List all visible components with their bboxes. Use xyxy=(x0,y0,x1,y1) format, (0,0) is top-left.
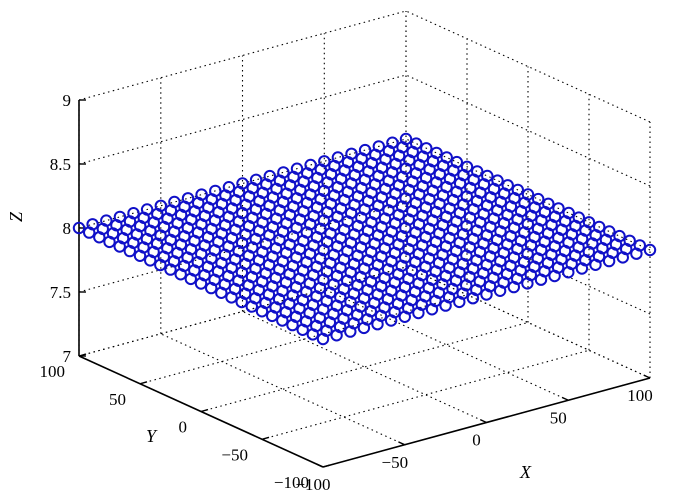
z-tick-label: 8.5 xyxy=(50,155,71,174)
data-point xyxy=(616,251,629,264)
data-point xyxy=(215,286,228,299)
x-tick-mark xyxy=(643,374,651,379)
data-point xyxy=(357,321,371,335)
z-tick-label: 7 xyxy=(63,347,72,366)
data-point xyxy=(205,281,218,295)
y-tick-label: 0 xyxy=(179,418,188,437)
floor-grid-y xyxy=(261,349,590,440)
data-point xyxy=(384,314,398,327)
data-point xyxy=(123,244,137,258)
data-point xyxy=(371,318,384,331)
x-tick-label: −50 xyxy=(382,453,409,472)
z-tick-label: 7.5 xyxy=(50,283,71,302)
data-point xyxy=(154,258,167,272)
data-point xyxy=(164,263,177,276)
y-tick-mark xyxy=(261,436,270,440)
z-axis-label: Z xyxy=(6,211,26,222)
data-point xyxy=(521,277,534,290)
z-tick-label: 9 xyxy=(63,91,72,110)
data-point xyxy=(174,268,187,281)
data-points xyxy=(72,132,657,346)
data-point xyxy=(93,231,106,244)
axes xyxy=(78,99,651,468)
data-point xyxy=(425,303,439,316)
data-point xyxy=(398,310,411,323)
y-tick-mark xyxy=(139,381,148,385)
data-point xyxy=(344,325,357,338)
x-tick-mark xyxy=(398,441,406,446)
data-point xyxy=(194,277,208,290)
floor-grid-x xyxy=(242,310,487,424)
data-point xyxy=(144,254,157,267)
x-tick-label: 100 xyxy=(627,386,653,405)
data-point xyxy=(306,328,319,341)
data-point xyxy=(548,269,561,283)
data-point xyxy=(589,258,602,271)
data-point xyxy=(83,226,96,239)
data-point xyxy=(266,309,279,323)
x-tick-mark xyxy=(479,418,487,424)
data-point xyxy=(184,272,198,286)
data-point xyxy=(466,292,480,305)
floor-grid-x xyxy=(160,333,406,446)
data-point xyxy=(103,235,116,249)
data-point xyxy=(330,329,343,342)
back-wall-grid-z xyxy=(78,202,407,293)
floor-grid-y xyxy=(200,321,529,413)
data-point xyxy=(412,306,425,320)
y-tick-mark xyxy=(200,408,209,413)
y-axis-label: Y xyxy=(146,426,158,446)
data-point xyxy=(562,266,575,279)
back-wall-grid-z xyxy=(78,138,407,229)
back-wall-grid-z xyxy=(78,74,407,165)
data-point xyxy=(286,318,299,332)
data-point xyxy=(245,300,259,313)
x-tick-label: 50 xyxy=(550,408,567,427)
data-point xyxy=(493,284,507,297)
x-axis-label: X xyxy=(519,462,532,482)
data-point xyxy=(235,295,248,309)
x-tick-mark xyxy=(316,463,324,468)
data-point xyxy=(602,254,616,268)
data-point xyxy=(316,332,330,346)
data-point xyxy=(113,240,126,253)
back-wall-grid-z xyxy=(78,266,407,357)
data-point xyxy=(507,280,520,294)
y-tick-label: 50 xyxy=(109,390,126,409)
data-point xyxy=(575,262,589,275)
data-point xyxy=(439,299,452,312)
data-point xyxy=(255,305,269,318)
data-point xyxy=(534,273,548,286)
x-tick-label: −100 xyxy=(295,475,330,494)
x-tick-label: 0 xyxy=(472,431,481,450)
data-point xyxy=(133,249,147,263)
data-point xyxy=(480,288,493,301)
data-point xyxy=(72,221,86,235)
data-point xyxy=(630,247,643,260)
data-point xyxy=(296,323,309,336)
z-tick-label: 8 xyxy=(63,219,72,238)
y-tick-mark xyxy=(322,464,331,468)
data-point xyxy=(453,295,466,309)
back-wall-grid-z xyxy=(78,10,407,101)
data-point xyxy=(276,314,289,327)
floor-grid-x xyxy=(324,288,569,401)
data-point xyxy=(643,243,657,257)
x-tick-mark xyxy=(561,396,569,401)
floor-grid-y xyxy=(139,294,468,385)
y-tick-label: −100 xyxy=(274,473,309,492)
y-tick-label: 100 xyxy=(40,362,66,381)
y-tick-label: −50 xyxy=(221,445,248,464)
data-point xyxy=(225,291,238,304)
